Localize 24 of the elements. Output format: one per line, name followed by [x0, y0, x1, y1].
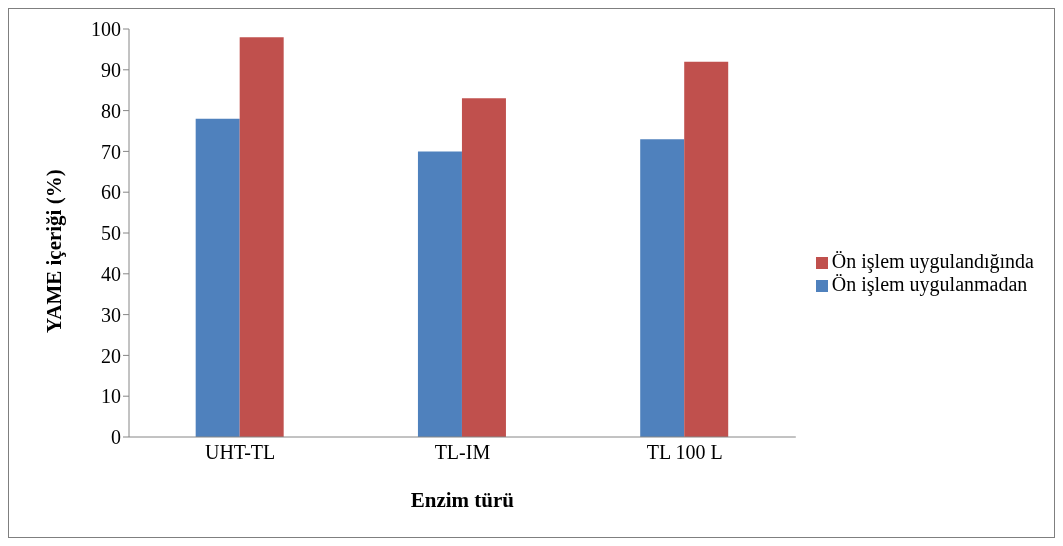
y-tick-label: 20: [101, 344, 121, 367]
y-axis-title: YAME içeriği (%): [42, 169, 67, 333]
y-tick-label: 90: [101, 58, 121, 81]
legend-label: Ön işlem uygulanmadan: [831, 273, 1028, 295]
y-tick-label: 50: [101, 222, 121, 245]
bar: [239, 37, 284, 437]
y-tick-label: 70: [101, 140, 121, 163]
bar: [417, 151, 462, 437]
bar: [684, 61, 729, 437]
y-tick-label: 60: [101, 181, 121, 204]
y-tick-label: 10: [101, 385, 121, 408]
x-tick-label: UHT-TL: [204, 441, 276, 464]
bar: [195, 118, 240, 437]
bar: [461, 98, 506, 437]
y-tick-label: 40: [101, 262, 121, 285]
legend-label: Ön işlem uygulandığında: [831, 250, 1034, 272]
x-axis-title: Enzim türü: [410, 488, 515, 512]
y-tick-label: 30: [101, 303, 121, 326]
y-tick-label: 80: [101, 99, 121, 122]
y-tick-label: 100: [91, 18, 121, 41]
x-tick-label: TL-IM: [434, 441, 491, 464]
bar: [640, 139, 685, 437]
x-tick-label: TL 100 L: [646, 441, 723, 464]
y-tick-label: 0: [111, 426, 121, 449]
